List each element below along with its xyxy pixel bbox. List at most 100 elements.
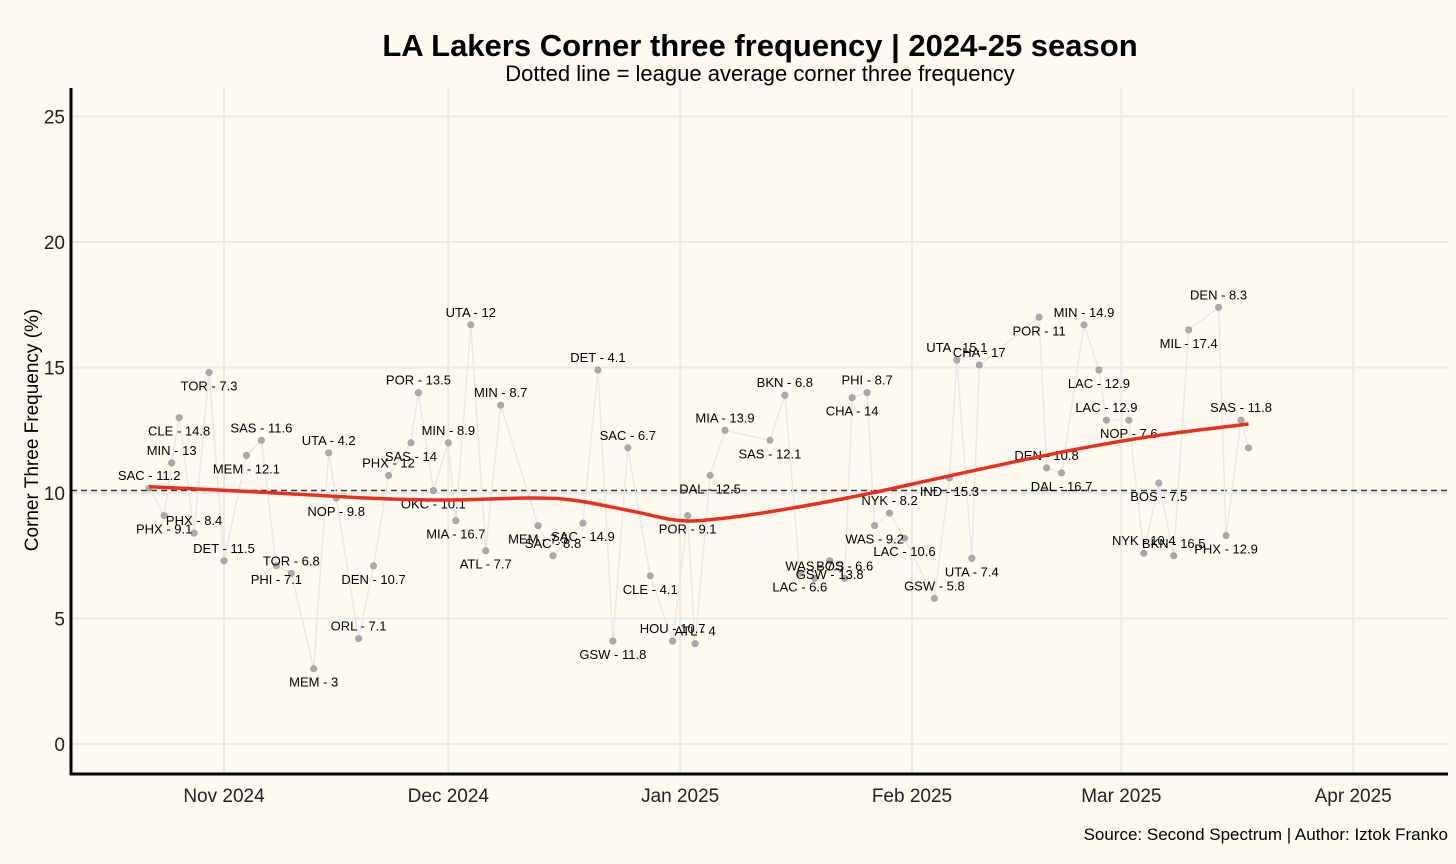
trend-line (149, 422, 1249, 523)
data-label: DAL - 16.7 (1031, 479, 1093, 494)
data-label: DET - 4.1 (570, 350, 625, 365)
data-point (796, 569, 804, 577)
data-label: SAC - 6.7 (600, 428, 656, 443)
data-point (482, 547, 490, 555)
data-point (1185, 326, 1193, 334)
data-label: MEM - 3 (289, 675, 338, 690)
data-label: PHX - 12 (362, 455, 415, 470)
data-point (930, 594, 938, 602)
data-label: MIA - 13.9 (695, 410, 754, 425)
data-label: PHX - 8.4 (166, 513, 222, 528)
data-point (721, 426, 729, 434)
data-label: MIN - 13 (147, 443, 197, 458)
data-label: MIN - 8.7 (474, 385, 527, 400)
data-label: MEM - 7.5 (508, 532, 568, 547)
data-label: SAS - 14 (385, 449, 437, 464)
data-point (1170, 552, 1178, 560)
data-label: ATL - 7.7 (460, 557, 512, 572)
data-label: CLE - 4.1 (623, 582, 678, 597)
data-point (1215, 303, 1223, 311)
data-points (145, 303, 1252, 673)
data-point (975, 361, 983, 369)
data-point (175, 414, 183, 422)
data-label: SAS - 11.6 (230, 420, 292, 435)
trend-path (149, 422, 1249, 523)
data-label: NOP - 9.8 (307, 504, 365, 519)
data-point (452, 517, 460, 525)
data-label: SAS - 11.8 (1210, 400, 1272, 415)
data-point (871, 522, 879, 530)
series-path (148, 305, 1250, 669)
data-point (168, 459, 176, 467)
data-point (1237, 416, 1245, 424)
data-point (1125, 416, 1133, 424)
data-label: SAC - 8.8 (525, 536, 581, 551)
data-label: HOU - 10.7 (640, 621, 706, 636)
y-tick-label: 15 (44, 359, 65, 380)
data-point (414, 389, 422, 397)
data-point (900, 534, 908, 542)
data-point (242, 451, 250, 459)
data-point (549, 552, 557, 560)
data-label: MIA - 16.7 (426, 527, 485, 542)
data-label: UTA - 12 (446, 305, 496, 320)
data-point (684, 512, 692, 520)
axis-tick-labels: 0 5 10 15 20 25 Nov 2024 Dec 2024 Jan 2025 Feb 20… (44, 108, 1392, 808)
data-point (669, 637, 677, 645)
data-point (1102, 416, 1110, 424)
data-label: CLE - 14.8 (148, 424, 210, 439)
data-point (497, 401, 505, 409)
data-point (1222, 532, 1230, 540)
x-tick-label: Mar 2025 (1081, 786, 1161, 807)
data-label: LAC - 10.6 (873, 544, 935, 559)
data-label: GSW - 5.8 (904, 578, 965, 593)
data-label: MIN - 8.9 (422, 423, 475, 438)
data-point (205, 369, 213, 377)
data-label: PHI - 7.1 (251, 572, 302, 587)
data-point (594, 366, 602, 374)
data-point (407, 439, 415, 447)
data-point (781, 391, 789, 399)
data-point (624, 444, 632, 452)
chart-caption: Source: Second Spectrum | Author: Iztok … (1083, 825, 1448, 844)
y-axis-label: Corner Three Frequency (%) (22, 309, 43, 552)
chart-subtitle: Dotted line = league average corner thre… (505, 61, 1015, 86)
data-point (385, 471, 393, 479)
data-label: ATL - 4 (675, 624, 716, 639)
data-label: POR - 11 (1012, 323, 1065, 338)
data-label: DAL - 12.5 (679, 481, 741, 496)
data-label: NYK - 8.2 (861, 493, 917, 508)
data-label: LAC - 6.6 (772, 579, 827, 594)
data-label: LAC - 12.9 (1068, 376, 1130, 391)
data-label: SAC - 14.9 (551, 529, 615, 544)
data-label: DEN - 8.3 (1190, 287, 1247, 302)
data-label: GSW - 13.8 (796, 567, 864, 582)
data-point (370, 562, 378, 570)
data-point (1035, 313, 1043, 321)
data-point (310, 665, 318, 673)
data-point (467, 321, 475, 329)
x-tick-label: Jan 2025 (641, 786, 719, 807)
data-label: DET - 11.5 (193, 541, 255, 556)
chart-title: LA Lakers Corner three frequency | 2024-… (382, 28, 1138, 63)
y-tick-label: 0 (54, 735, 65, 756)
data-label: PHX - 9.1 (136, 522, 192, 537)
data-point (325, 449, 333, 457)
x-tick-label: Nov 2024 (183, 786, 265, 807)
data-label: SAC - 11.2 (118, 468, 181, 483)
data-point (1058, 469, 1066, 477)
data-point (1043, 464, 1051, 472)
data-label: LAC - 12.9 (1075, 400, 1137, 415)
data-label: BOS - 7.5 (1130, 489, 1187, 504)
data-point (272, 562, 280, 570)
data-label: WAS - 7.3 (785, 558, 844, 573)
data-point (706, 471, 714, 479)
data-point (220, 557, 228, 565)
x-tick-label: Feb 2025 (872, 786, 952, 807)
data-point (444, 439, 452, 447)
data-point (766, 436, 774, 444)
data-label: MEM - 12.1 (213, 461, 280, 476)
data-label: POR - 9.1 (659, 522, 717, 537)
data-label: TOR - 7.3 (181, 379, 238, 394)
